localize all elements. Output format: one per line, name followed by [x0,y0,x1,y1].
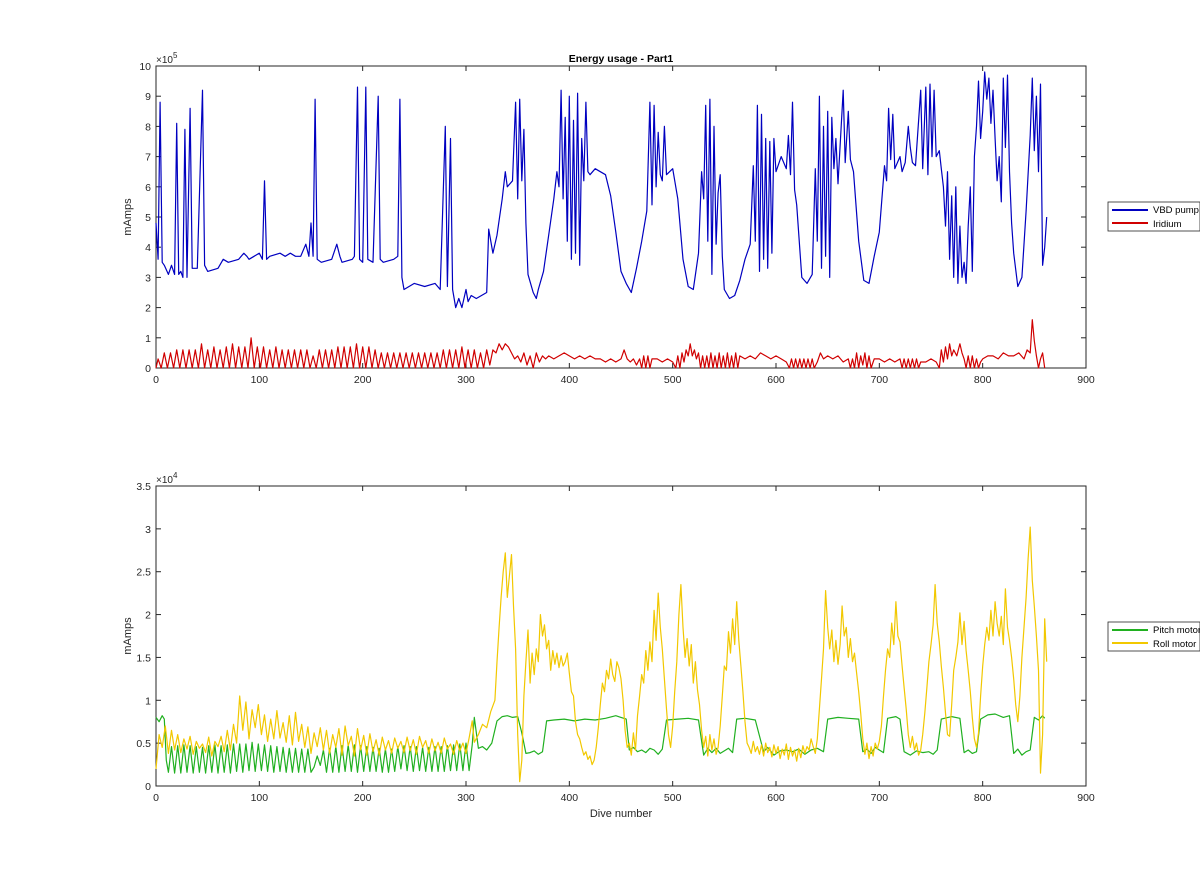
top-chart-x-tick-label-300: 300 [457,374,475,386]
top-chart-x-tick-label-400: 400 [561,374,579,386]
top-chart-x-tick-label-500: 500 [664,374,682,386]
bottom-chart: mAmps Dive number ×104 0 100 200 300 400 500 6… [122,471,1095,820]
bottom-chart-x-tick-label-800: 800 [974,792,992,804]
top-chart-x-tick-label-800: 800 [974,374,992,386]
bottom-chart-y-tick-label-1: 1 [145,695,151,707]
legend-label-roll-motor: Roll motor [1153,639,1196,650]
bottom-chart-y-tick-label-0: 0 [145,781,151,793]
bottom-chart-x-ticks: 0 100 200 300 400 500 600 700 800 900 [153,486,1095,804]
top-chart-y-tick-label-0: 0 [145,363,151,375]
top-chart-x-tick-label-700: 700 [871,374,889,386]
legend-label-pitch-motor: Pitch motor [1153,625,1200,636]
top-chart-y-tick-label-1: 1 [145,333,151,345]
top-chart-y-multiplier-base: 10 [162,55,174,66]
bottom-chart-y-tick-label-3p5: 3.5 [136,481,151,493]
bottom-chart-y-multiplier-exp: 4 [173,471,178,480]
bottom-chart-y-multiplier-base: 10 [162,475,174,486]
top-chart-y-ticks: 0 1 2 3 4 5 6 7 8 9 10 [139,61,1086,375]
legend-label-vbd-pump: VBD pump [1153,205,1199,216]
top-chart-y-multiplier-times: × [156,55,162,66]
bottom-chart-x-tick-label-600: 600 [767,792,785,804]
top-chart-title: Energy usage - Part1 [569,53,674,65]
top-chart-legend: VBD pump Iridium [1107,201,1200,232]
series-line-vbd-pump [155,71,1048,309]
top-chart-x-tick-label-100: 100 [251,374,269,386]
bottom-chart-x-tick-label-0: 0 [153,792,159,804]
top-chart-legend-box [1107,201,1200,232]
top-chart-y-tick-label-9: 9 [145,91,151,103]
bottom-chart-legend-box [1107,621,1200,652]
bottom-chart-y-axis-label: mAmps [122,617,134,655]
bottom-chart-series [155,526,1048,783]
top-chart-y-tick-label-8: 8 [145,121,151,133]
bottom-chart-y-tick-label-0p5: 0.5 [136,738,151,750]
bottom-chart-plot-area [155,485,1087,787]
bottom-chart-y-multiplier-times: × [156,475,162,486]
top-chart-y-multiplier-exp: 5 [173,51,178,60]
top-chart-x-tick-label-200: 200 [354,374,372,386]
top-chart-y-tick-label-3: 3 [145,272,151,284]
series-line-iridium [155,319,1046,369]
top-chart-y-tick-label-7: 7 [145,152,151,164]
top-chart-y-tick-label-2: 2 [145,303,151,315]
bottom-chart-x-tick-label-900: 900 [1077,792,1095,804]
bottom-chart-y-tick-label-2p5: 2.5 [136,567,151,579]
top-chart-series [155,71,1048,369]
top-chart-y-tick-label-10: 10 [139,61,151,73]
bottom-chart-x-tick-label-400: 400 [561,792,579,804]
bottom-chart-x-tick-label-200: 200 [354,792,372,804]
top-chart-y-axis-label: mAmps [122,198,134,236]
top-chart-x-tick-label-0: 0 [153,374,159,386]
bottom-chart-x-tick-label-500: 500 [664,792,682,804]
top-chart-x-tick-label-900: 900 [1077,374,1095,386]
bottom-chart-x-tick-label-100: 100 [251,792,269,804]
bottom-chart-y-multiplier: ×104 [156,471,178,486]
legend-label-iridium: Iridium [1153,219,1182,230]
top-chart-x-ticks: 0 100 200 300 400 500 600 700 800 900 [153,66,1095,386]
top-chart-plot-area [155,65,1087,369]
top-chart-x-tick-label-600: 600 [767,374,785,386]
top-chart-y-multiplier: ×105 [156,51,178,66]
bottom-chart-y-tick-label-2: 2 [145,610,151,622]
bottom-chart-y-tick-label-1p5: 1.5 [136,652,151,664]
top-chart-y-tick-label-6: 6 [145,182,151,194]
top-chart-y-tick-label-4: 4 [145,242,151,254]
bottom-chart-x-tick-label-300: 300 [457,792,475,804]
bottom-chart-y-ticks: 0 0.5 1 1.5 2 2.5 3 3.5 [136,481,1086,793]
bottom-chart-x-axis-label: Dive number [590,808,653,820]
bottom-chart-x-tick-label-700: 700 [871,792,889,804]
bottom-chart-legend: Pitch motor Roll motor [1107,621,1200,652]
series-line-roll-motor [155,526,1048,783]
top-chart-y-tick-label-5: 5 [145,212,151,224]
bottom-chart-y-tick-label-3: 3 [145,524,151,536]
top-chart: Energy usage - Part1 mAmps ×105 0 100 200 3… [122,51,1095,386]
